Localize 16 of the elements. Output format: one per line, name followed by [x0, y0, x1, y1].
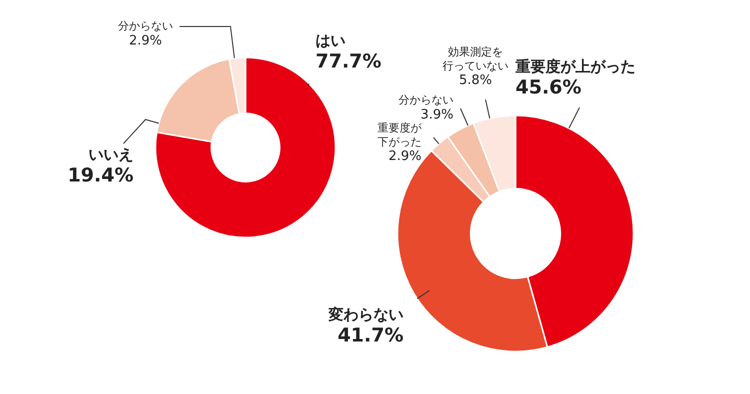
- data-label: 19.4%: [68, 164, 134, 186]
- data-label: 2.9%: [128, 33, 162, 48]
- slice-label: 重要度が下がった: [378, 122, 422, 148]
- slice-label: 重要度が上がった: [514, 58, 636, 76]
- slice-label: いいえ: [88, 146, 134, 164]
- slice-label: 分からない: [118, 20, 173, 32]
- data-label: 3.9%: [420, 107, 454, 122]
- data-label: 45.6%: [516, 76, 582, 98]
- data-label: 41.7%: [338, 324, 404, 346]
- slice-label: はい: [316, 32, 346, 50]
- slice-label: 変わらない: [328, 306, 404, 324]
- data-label: 2.9%: [388, 149, 422, 164]
- data-label: 5.8%: [458, 73, 492, 88]
- data-label: 77.7%: [316, 50, 382, 72]
- slice-label: 効果測定を行っていない: [442, 46, 508, 72]
- slice-label: 分からない: [398, 94, 454, 106]
